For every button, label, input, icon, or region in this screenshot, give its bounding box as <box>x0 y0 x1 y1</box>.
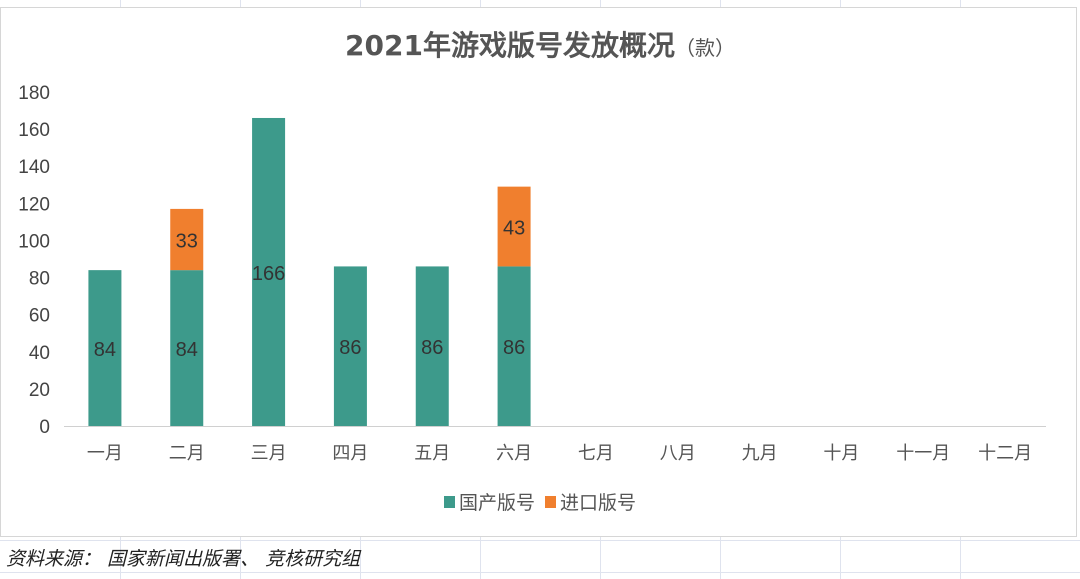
y-tick-label: 160 <box>18 120 50 141</box>
y-tick-label: 120 <box>18 194 50 215</box>
x-tick-label: 二月 <box>169 443 205 464</box>
y-tick-label: 80 <box>29 269 50 290</box>
bar-import <box>497 186 531 267</box>
y-tick-label: 0 <box>39 417 50 438</box>
legend-label: 国产版号 <box>458 492 535 514</box>
bar-domestic <box>333 266 367 426</box>
data-label: 86 <box>421 337 443 359</box>
data-label: 86 <box>503 337 525 359</box>
x-tick-label: 三月 <box>251 443 287 464</box>
bar-domestic <box>252 117 286 426</box>
x-tick-label: 四月 <box>332 443 368 464</box>
x-tick-label: 七月 <box>578 443 614 464</box>
y-tick-label: 140 <box>18 157 50 178</box>
bar-domestic <box>170 270 204 426</box>
source-note: 资料来源： 国家新闻出版署、 竞核研究组 <box>6 548 361 570</box>
legend-swatch <box>443 495 455 508</box>
x-tick-label: 十月 <box>823 443 859 464</box>
chart-title: 2021年游戏版号发放概况（款） <box>0 24 1080 64</box>
bar-import <box>170 208 204 271</box>
x-tick-label: 一月 <box>87 443 123 464</box>
bar-domestic <box>415 266 449 426</box>
data-label: 86 <box>339 337 361 359</box>
bar-domestic <box>497 266 531 426</box>
y-tick-label: 20 <box>29 380 50 401</box>
y-tick-label: 100 <box>18 231 50 252</box>
title-unit: （款） <box>674 36 735 60</box>
legend-swatch <box>545 495 557 508</box>
title-text: 2021年游戏版号发放概况 <box>345 29 675 62</box>
y-tick-label: 60 <box>29 306 50 327</box>
y-tick-label: 180 <box>18 83 50 104</box>
x-tick-label: 十一月 <box>896 443 950 464</box>
legend-item-import: 进口版号 <box>545 488 636 515</box>
legend-item-domestic: 国产版号 <box>443 488 535 515</box>
data-label: 166 <box>252 263 285 285</box>
sheet-gridline <box>0 540 1080 541</box>
data-label: 84 <box>176 339 198 361</box>
data-label: 43 <box>503 218 525 240</box>
legend: 国产版号 进口版号 <box>0 488 1080 515</box>
legend-label: 进口版号 <box>560 492 637 514</box>
y-tick-label: 40 <box>29 343 50 364</box>
x-tick-label: 九月 <box>742 443 778 464</box>
x-tick-label: 十二月 <box>978 443 1032 464</box>
x-tick-label: 八月 <box>660 443 696 464</box>
bar-domestic <box>88 270 122 426</box>
data-label: 33 <box>176 231 198 253</box>
x-tick-label: 六月 <box>496 443 532 464</box>
data-label: 84 <box>94 339 116 361</box>
sheet-gridline <box>0 572 1080 573</box>
x-tick-label: 五月 <box>414 443 450 464</box>
